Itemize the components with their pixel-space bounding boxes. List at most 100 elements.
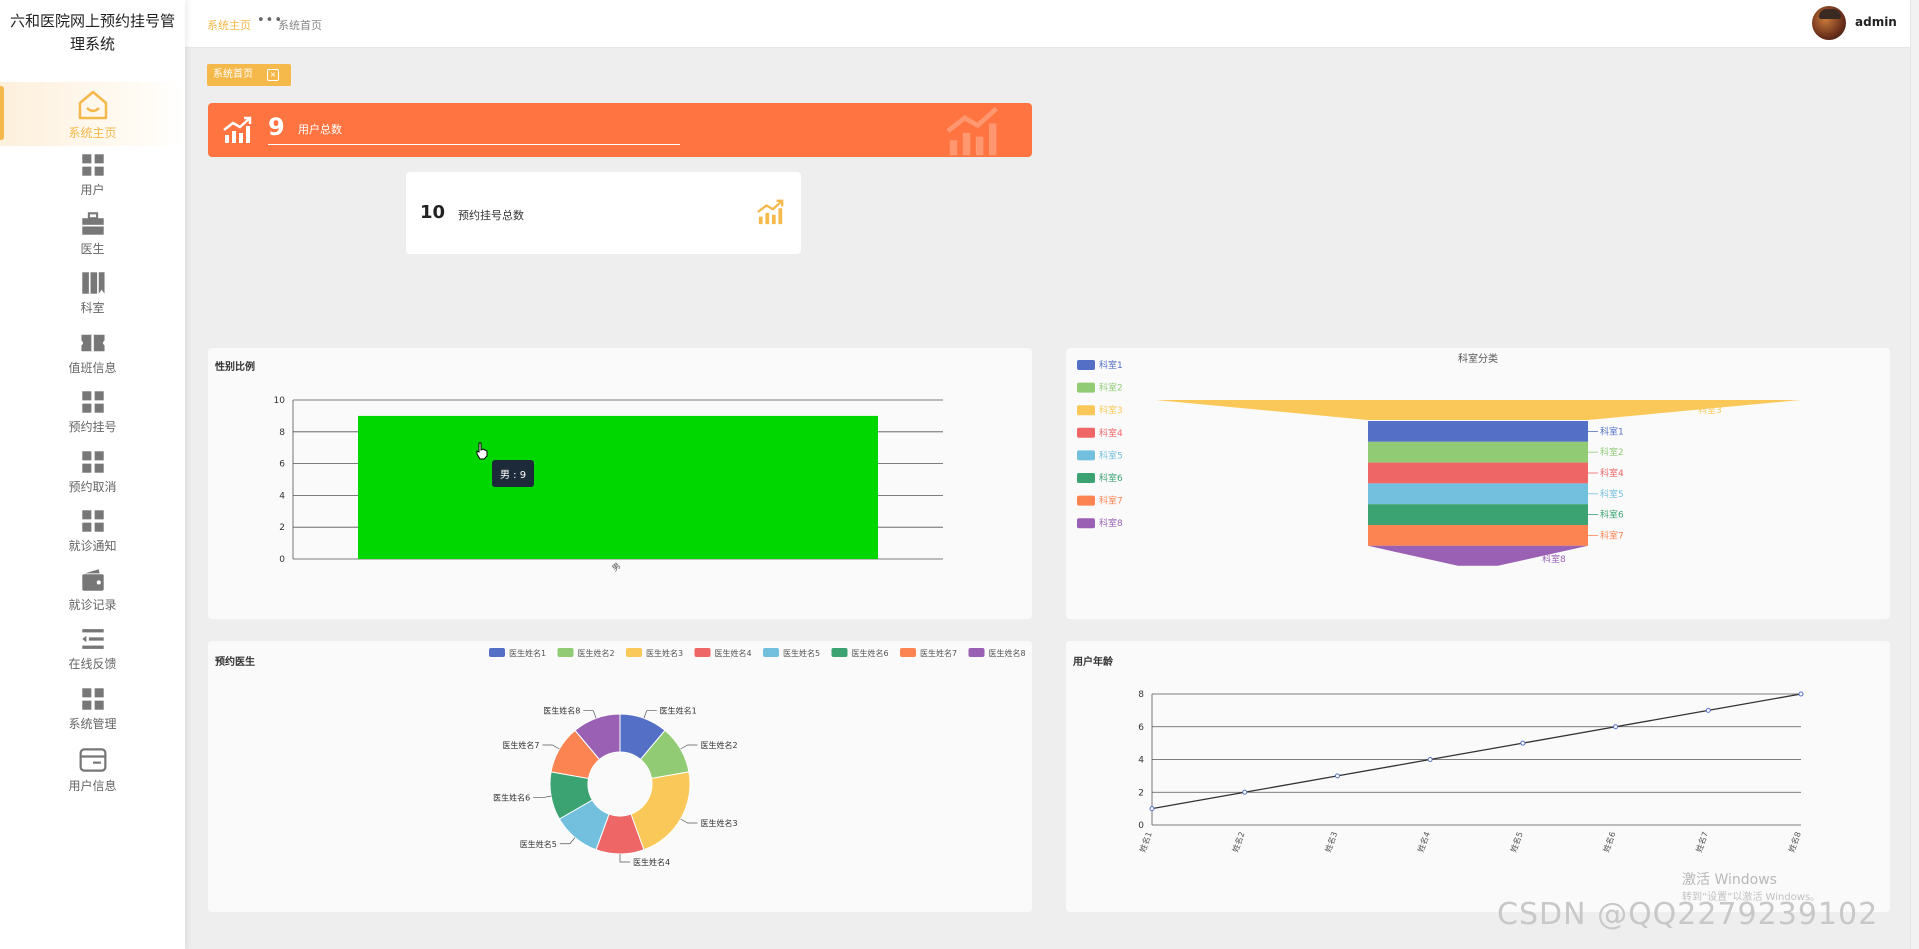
- gender-chart-title: 性别比例: [215, 362, 255, 373]
- funnel-label: 科室1: [1600, 425, 1624, 437]
- legend-label: 科室6: [1099, 472, 1123, 484]
- grid-icon: [81, 154, 104, 176]
- label-line: [533, 795, 552, 798]
- username[interactable]: admin: [1855, 15, 1897, 29]
- legend-swatch: [694, 648, 711, 657]
- sidebar-item-label: 预约取消: [68, 480, 117, 494]
- user-total-value: 9: [268, 113, 285, 141]
- bookmark-icon: [81, 272, 105, 294]
- x-tick-label: 姓名4: [1415, 830, 1432, 853]
- department-funnel-chart: 科室分类科室1科室2科室3科室4科室5科室6科室7科室8科室3科室1科室2科室4…: [1077, 352, 1800, 566]
- x-tick-label: 姓名7: [1694, 830, 1711, 853]
- sidebar-item-5[interactable]: 值班信息: [0, 329, 185, 385]
- age-chart-panel: 用户年龄 0 2 4 6 8 姓名1 姓名2 姓名3 姓名4 姓名5 姓名6 姓名7 姓名8: [1066, 641, 1890, 912]
- doctor-pie-chart: 医生姓名1 医生姓名2 医生姓名3 医生姓名4 医生姓名5 医生姓名6 医生姓名7 医生姓名8…: [489, 648, 1026, 867]
- y-tick-label: 6: [279, 460, 285, 470]
- sidebar-item-3[interactable]: 医生: [0, 210, 185, 266]
- y-tick-label: 2: [279, 523, 285, 533]
- funnel-segment: [1368, 462, 1588, 484]
- sidebar-item-11[interactable]: 系统管理: [0, 685, 185, 741]
- briefcase-icon: [81, 212, 104, 235]
- appointment-total-card: 10 预约挂号总数: [406, 172, 801, 254]
- data-point: [1798, 691, 1804, 697]
- sidebar-item-9[interactable]: 就诊记录: [0, 566, 185, 622]
- divider: [268, 144, 680, 145]
- funnel-segment: [1156, 400, 1800, 420]
- list-icon: [81, 629, 104, 649]
- legend-swatch: [626, 648, 642, 657]
- funnel-label: 科室6: [1600, 509, 1624, 521]
- legend-label: 医生姓名7: [920, 648, 957, 658]
- data-point: [1334, 773, 1340, 779]
- sidebar-item-6[interactable]: 预约挂号: [0, 388, 185, 444]
- home-icon: [78, 90, 107, 120]
- legend-label: 科室7: [1099, 495, 1123, 507]
- funnel-label: 科室5: [1600, 488, 1624, 500]
- legend-swatch: [968, 648, 985, 657]
- sidebar-item-10[interactable]: 在线反馈: [0, 625, 185, 681]
- top-bar: 系统主页 ••• 系统首页 admin: [185, 0, 1919, 48]
- y-tick-label: 8: [1138, 690, 1144, 700]
- breadcrumb-more-icon[interactable]: •••: [257, 13, 284, 28]
- legend-label: 医生姓名6: [852, 648, 889, 658]
- breadcrumb-current: 系统首页: [278, 19, 322, 32]
- trend-up-icon: [757, 199, 784, 225]
- legend-swatch: [1077, 450, 1095, 461]
- appointment-total-value: 10: [420, 202, 446, 223]
- legend-swatch: [1077, 427, 1095, 438]
- pie-label: 医生姓名7: [502, 740, 539, 750]
- pointer-cursor-icon: [476, 442, 488, 460]
- legend-label: 医生姓名2: [578, 648, 615, 658]
- sidebar-item-label: 就诊通知: [68, 539, 117, 553]
- sidebar-item-label: 用户: [80, 183, 105, 197]
- legend-label: 医生姓名1: [509, 648, 546, 658]
- breadcrumb-home[interactable]: 系统主页: [207, 19, 251, 32]
- tab-home-label: 系统首页: [213, 69, 253, 80]
- legend-swatch: [1077, 360, 1095, 370]
- ticket-icon: [80, 334, 105, 352]
- grid-icon: [81, 510, 104, 532]
- x-tick-label: 男: [610, 561, 622, 573]
- legend-label: 科室1: [1099, 359, 1123, 371]
- legend-label: 科室3: [1099, 404, 1123, 416]
- legend-swatch: [763, 648, 779, 657]
- sidebar-item-8[interactable]: 就诊通知: [0, 507, 185, 563]
- sidebar-item-7[interactable]: 预约取消: [0, 448, 185, 504]
- pie-label: 医生姓名1: [660, 706, 697, 716]
- funnel-segment: [1368, 525, 1588, 546]
- funnel-label: 科室2: [1600, 446, 1624, 458]
- grid-icon: [81, 391, 104, 413]
- sidebar-item-12[interactable]: 用户信息: [0, 745, 185, 801]
- label-line: [559, 837, 576, 845]
- sidebar-item-label: 预约挂号: [68, 420, 117, 434]
- sidebar-item-4[interactable]: 科室: [0, 269, 185, 325]
- pie-label: 医生姓名4: [633, 857, 670, 867]
- tab-home-tag[interactable]: 系统首页 ×: [207, 64, 291, 86]
- y-tick-label: 10: [274, 396, 286, 406]
- grid-icon: [81, 688, 104, 710]
- user-total-card: 9 用户总数: [208, 103, 1032, 157]
- department-chart-panel: 科室分类 科室1 科室2 科室3 科室4 科室5 科室6 科室7 科室8 科室3 科室1 科室2 科室4…: [1066, 348, 1890, 619]
- series-line: [1151, 693, 1802, 810]
- page-scrollbar[interactable]: [1910, 0, 1919, 949]
- y-tick-label: 0: [1138, 821, 1144, 831]
- avatar[interactable]: [1812, 6, 1846, 40]
- sidebar-item-label: 医生: [80, 242, 105, 256]
- sidebar: 六和医院网上预约挂号管理系统 系统主页用户医生科室值班信息预约挂号预约取消就诊通…: [0, 0, 185, 949]
- data-point: [1427, 757, 1433, 762]
- doctor-chart-title: 预约医生: [215, 657, 255, 668]
- sidebar-item-label: 系统主页: [68, 126, 117, 140]
- appointment-total-label: 预约挂号总数: [458, 209, 524, 222]
- legend-swatch: [489, 648, 505, 657]
- x-tick-label: 姓名1: [1137, 830, 1154, 853]
- sidebar-item-2[interactable]: 用户: [0, 151, 185, 207]
- gender-chart-panel: 性别比例 0 2 4 6 8 10 男 男 : 9: [208, 348, 1032, 619]
- close-icon[interactable]: ×: [267, 69, 279, 81]
- legend-label: 医生姓名3: [646, 648, 683, 658]
- app-title: 六和医院网上预约挂号管理系统: [10, 12, 176, 53]
- sidebar-item-1[interactable]: 系统主页: [0, 82, 185, 146]
- department-chart-title: 科室分类: [1458, 352, 1498, 365]
- sidebar-item-label: 值班信息: [68, 361, 117, 375]
- funnel-label: 科室7: [1600, 529, 1624, 541]
- data-point: [1613, 724, 1619, 730]
